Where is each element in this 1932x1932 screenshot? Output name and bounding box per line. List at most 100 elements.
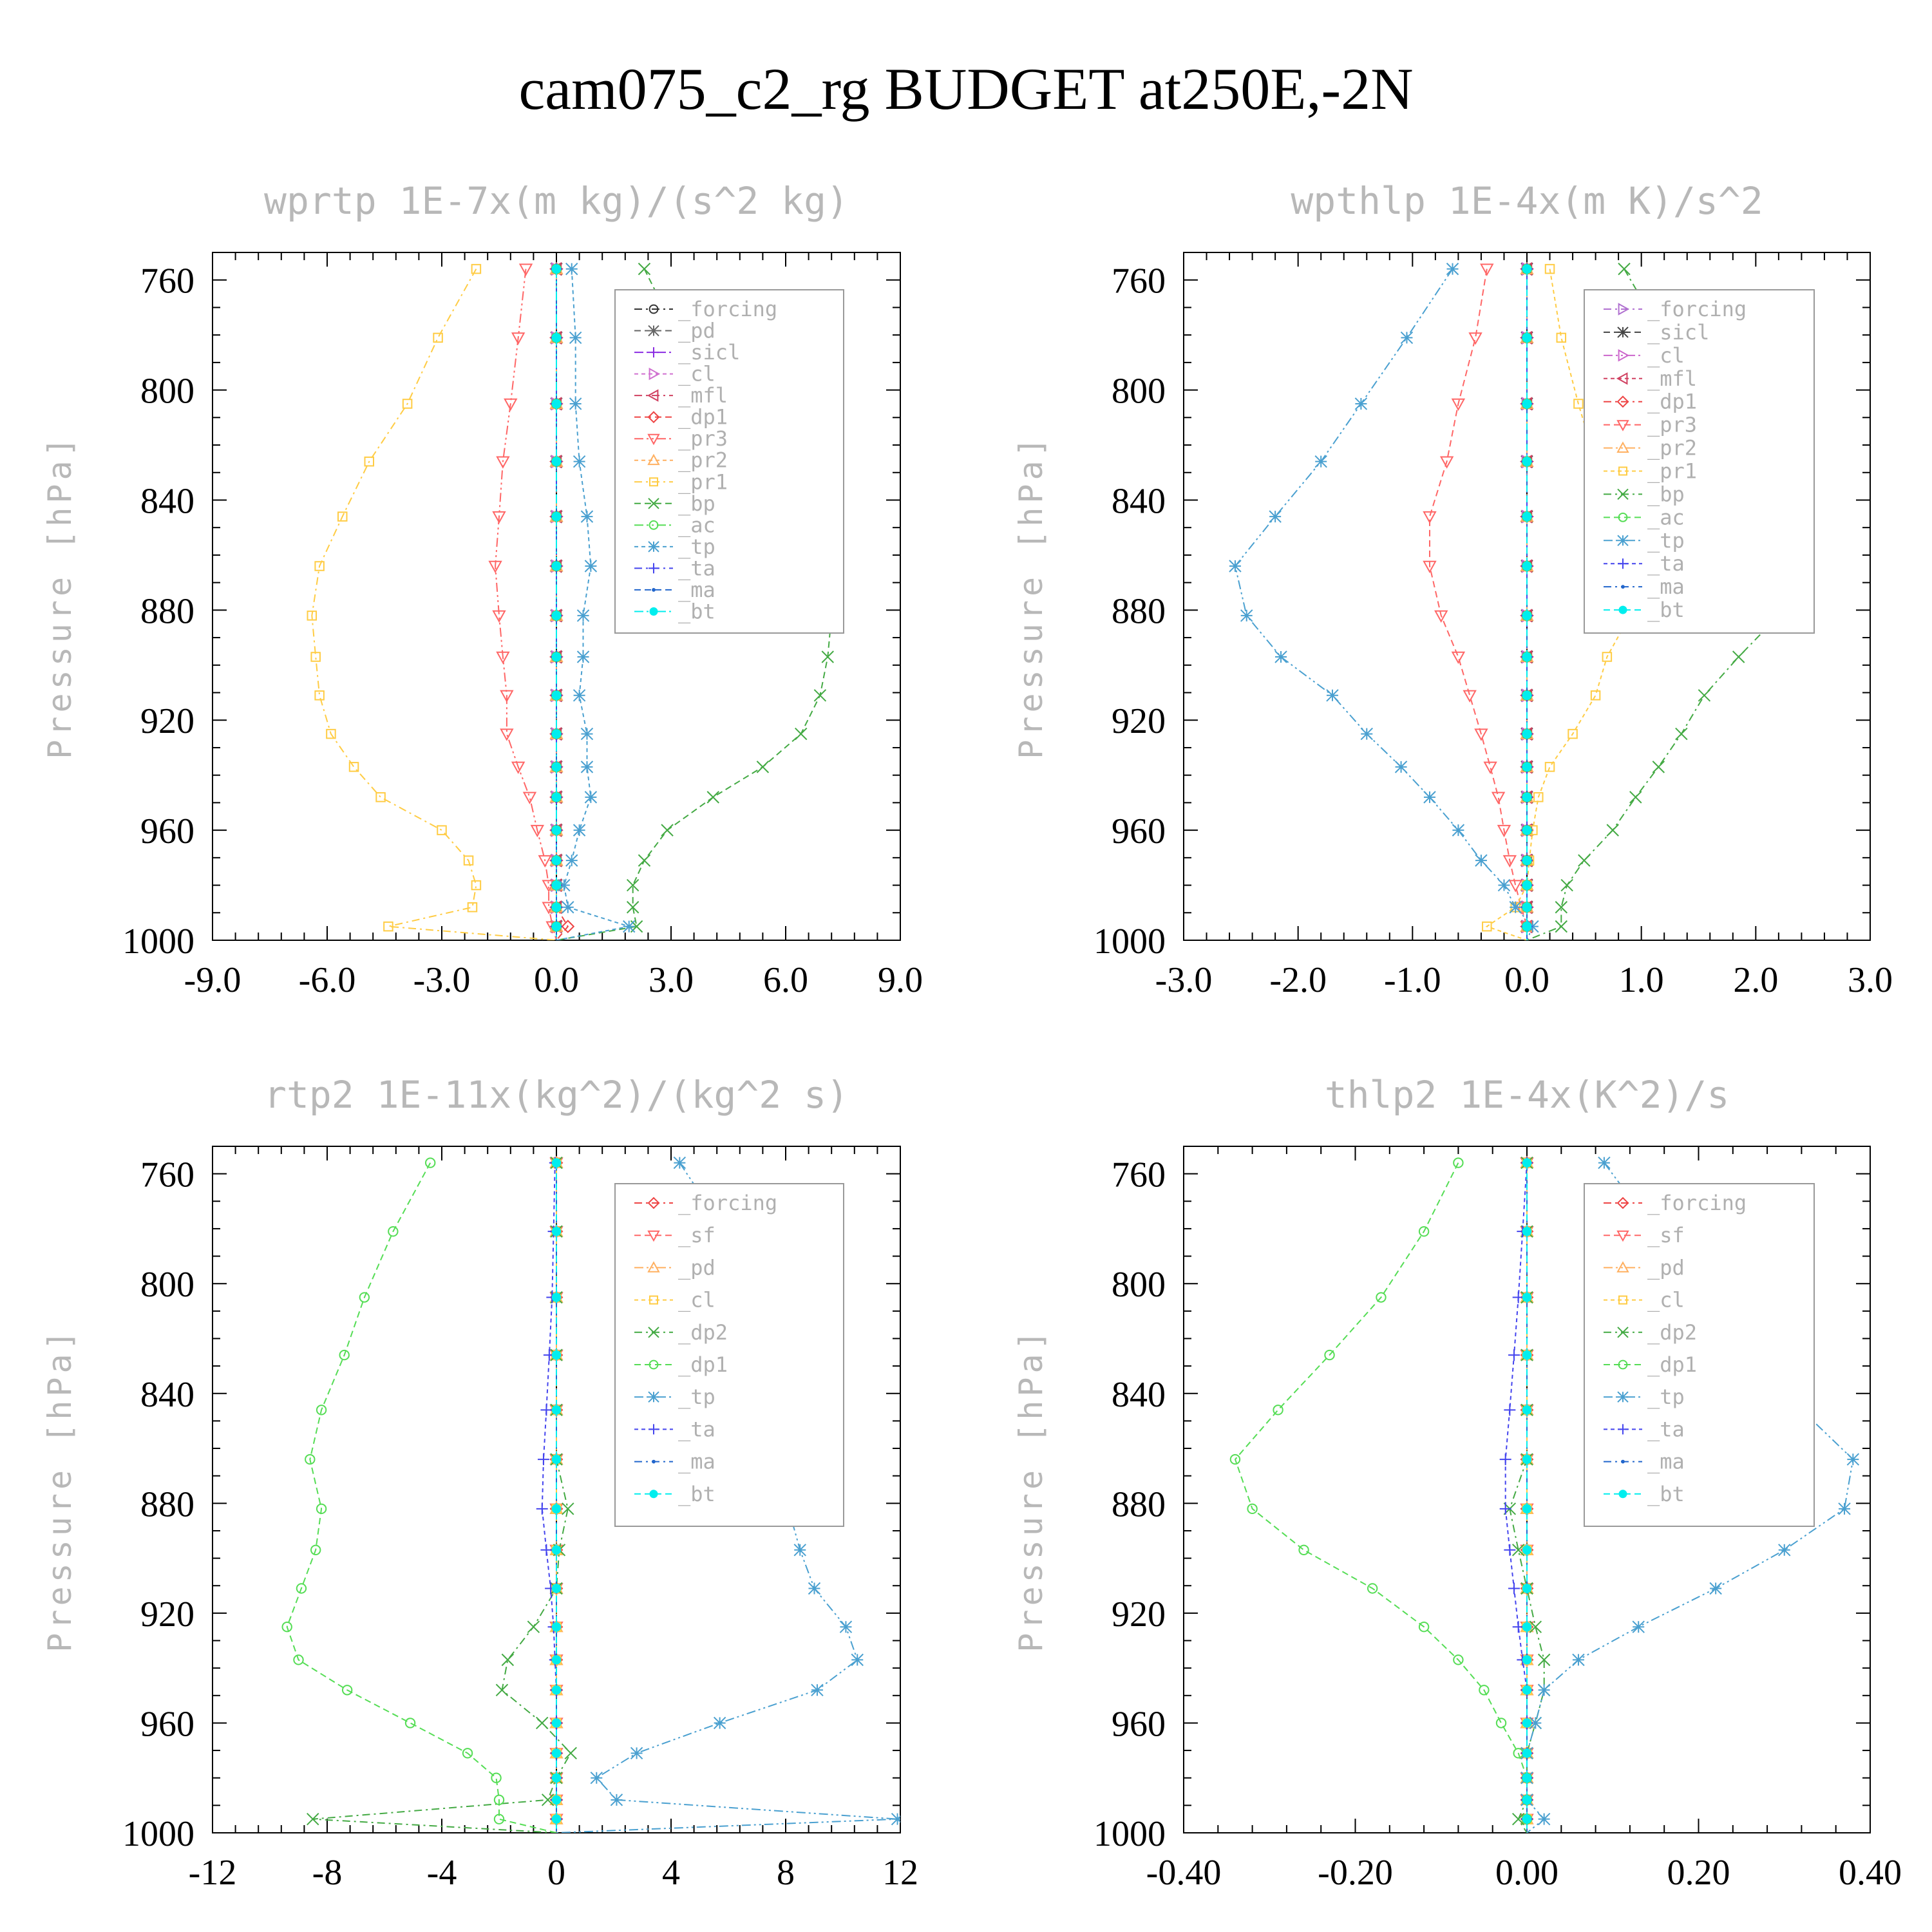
y-tick-label: 800 [140,372,194,412]
legend-item: _ta [1604,551,1685,576]
data-point [1451,651,1466,665]
legend-item: _forcing [1604,1191,1747,1215]
legend-marker [1618,605,1627,614]
data-point [1522,762,1532,772]
series-tp [1229,262,1539,940]
data-point [1522,1504,1532,1514]
series-line [556,269,569,940]
data-point [1537,1683,1551,1696]
data-point [425,1157,436,1168]
data-point [463,855,474,866]
page-title: cam075_c2_rg BUDGET at250E,-2N [518,56,1414,122]
data-point [1537,1812,1551,1826]
y-tick-label: 920 [1112,1595,1166,1634]
data-point [1451,398,1466,412]
legend-label: _dp1 [1647,1352,1697,1377]
x-tick-label: 9.0 [878,960,923,1000]
data-point [1474,728,1488,741]
data-point [437,825,447,835]
legend-label: _ma [1647,1450,1685,1474]
legend-label: _tp [1647,528,1685,553]
legend-marker [647,433,660,446]
data-point [1698,689,1711,702]
x-tick-label: -2.0 [1269,960,1327,1000]
data-point [551,1718,562,1728]
x-tick-label: -0.40 [1146,1853,1222,1893]
data-point [1629,791,1642,804]
data-point [1560,878,1573,892]
legend-label: _sf [678,1223,715,1247]
x-tick-label: 3.0 [1848,960,1893,1000]
legend-item: _bp [1604,482,1685,506]
data-point [551,511,562,522]
data-point [1573,399,1584,409]
legend-label: _pr2 [1647,436,1697,460]
data-point [1522,922,1532,931]
data-point [551,1748,562,1758]
data-point [467,902,478,913]
data-point [891,1812,900,1826]
data-point [551,729,562,739]
x-tick-label: -1.0 [1384,960,1441,1000]
data-point [536,1502,548,1515]
data-point [1247,1503,1258,1515]
x-tick-label: -3.0 [413,960,471,1000]
data-point [673,1156,687,1170]
legend-label: _tp [1647,1385,1685,1409]
legend-marker [648,1391,659,1403]
legend-label: _forcing [678,1191,777,1215]
y-tick-label: 1000 [1094,1814,1166,1854]
data-point [590,1772,603,1785]
legend-marker [647,1261,660,1273]
data-point [536,1716,549,1730]
x-tick-label: 2.0 [1733,960,1778,1000]
x-tick-label: 12 [882,1853,918,1893]
data-point [293,1654,304,1665]
data-point [348,762,359,772]
data-point [537,1454,549,1466]
data-point [1618,262,1631,276]
legend-label: _cl [1647,1288,1685,1312]
data-point [1522,399,1532,409]
legend-label: _bt [1647,598,1685,622]
data-point [462,1748,473,1759]
legend-item: _dp1 [1604,390,1697,414]
data-point [1522,1773,1532,1783]
y-tick-label: 880 [140,1484,194,1524]
data-point [337,511,348,522]
legend-label: _pr1 [1647,459,1697,484]
y-axis-label: Pressure [hPa] [41,433,79,759]
data-point [1522,561,1532,571]
data-point [493,1814,505,1824]
legend-label: _sicl [678,340,740,365]
series-line [556,269,630,940]
data-point [839,1620,853,1633]
data-point [1376,1292,1387,1303]
data-point [564,1747,577,1760]
legend-item: _cl [634,1288,715,1312]
data-point [1508,1349,1520,1361]
legend-label: _dp1 [678,405,728,430]
legend-marker [647,453,660,466]
legend-label: _forcing [1647,1191,1747,1215]
data-point [1590,690,1601,701]
legend-label: _ma [678,578,715,602]
data-point [551,762,562,772]
data-point [1522,1545,1532,1555]
legend-item: _ma [634,1450,715,1474]
series-pr3 [488,263,560,940]
data-point [551,264,562,274]
data-point [551,690,562,701]
legend-label: _pd [678,1255,715,1280]
legend-item: _tp [634,535,715,559]
data-point [638,262,651,276]
data-point [1497,824,1511,838]
legend-item: _forcing [1604,297,1747,321]
data-point [551,652,562,662]
legend-item: _pd [1604,1255,1685,1280]
data-point [562,1502,574,1515]
data-point [630,1747,643,1760]
legend-label: _ac [678,513,715,537]
x-tick-label: 6.0 [763,960,808,1000]
y-tick-label: 880 [140,591,194,631]
